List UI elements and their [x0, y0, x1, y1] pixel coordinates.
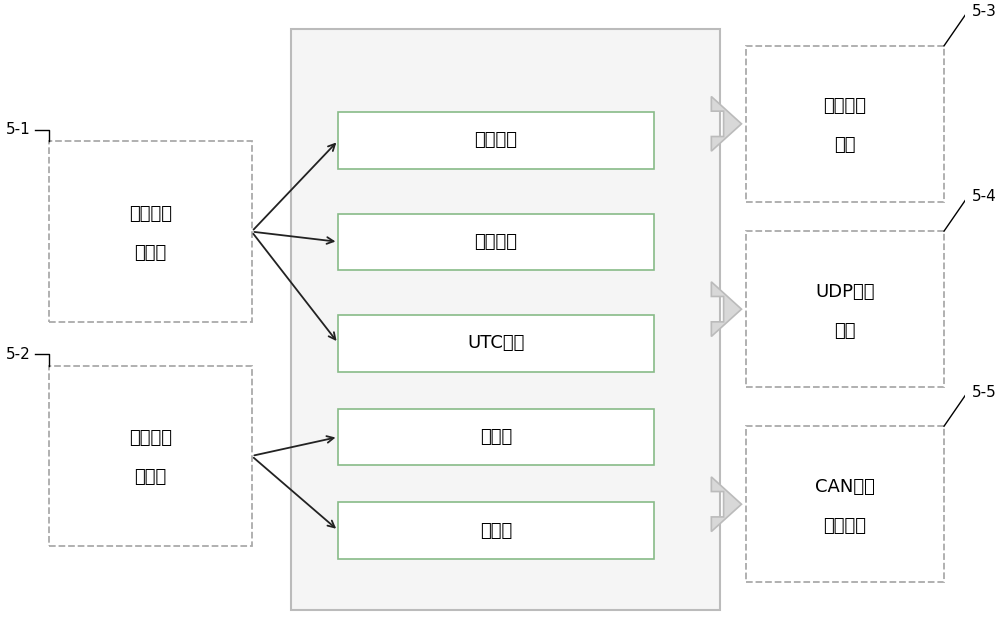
Bar [338, 213, 654, 270]
Text: 5-4: 5-4 [972, 190, 997, 204]
Text: 姿态角: 姿态角 [480, 428, 512, 446]
Bar [338, 315, 654, 372]
Text: 5-5: 5-5 [972, 385, 997, 399]
Text: 串口通信: 串口通信 [824, 97, 867, 115]
Text: 角速度: 角速度 [480, 521, 512, 539]
Bar [746, 426, 944, 583]
Bar [746, 46, 944, 202]
Bar [338, 409, 654, 466]
Text: 学模块: 学模块 [134, 468, 166, 486]
Text: 模块: 模块 [834, 136, 856, 154]
Text: 通信模块: 通信模块 [824, 517, 867, 535]
Bar [49, 366, 252, 546]
Text: 5-1: 5-1 [6, 122, 30, 137]
Bar [338, 112, 654, 168]
Text: 5-3: 5-3 [972, 4, 997, 19]
Polygon shape [711, 282, 741, 336]
Text: 轨道动力: 轨道动力 [129, 205, 172, 223]
Text: 5-2: 5-2 [6, 347, 30, 361]
Text: CAN总线: CAN总线 [815, 478, 875, 496]
Bar [746, 231, 944, 387]
Text: 模块: 模块 [834, 322, 856, 340]
Bar [49, 141, 252, 322]
Text: 学模块: 学模块 [134, 244, 166, 262]
Bar [338, 502, 654, 559]
Text: 轨道根数: 轨道根数 [475, 131, 518, 149]
Text: UDP通信: UDP通信 [815, 283, 875, 300]
Text: UTC时间: UTC时间 [467, 334, 525, 352]
Bar [291, 29, 720, 610]
Text: 位置速度: 位置速度 [475, 233, 518, 251]
Text: 姿态动力: 姿态动力 [129, 430, 172, 448]
Polygon shape [711, 96, 741, 151]
Polygon shape [711, 477, 741, 532]
